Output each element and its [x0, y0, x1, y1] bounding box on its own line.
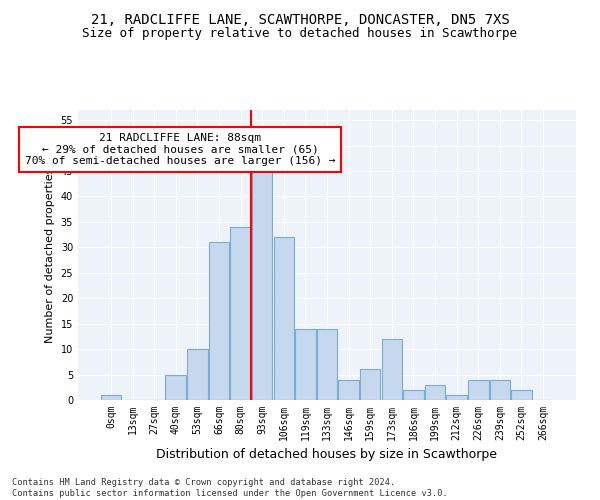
Bar [338, 380, 359, 400]
Bar [403, 390, 424, 400]
X-axis label: Distribution of detached houses by size in Scawthorpe: Distribution of detached houses by size … [157, 448, 497, 462]
Bar [230, 227, 251, 400]
Bar [360, 370, 380, 400]
Bar [425, 384, 445, 400]
Bar [252, 171, 272, 400]
Bar [101, 395, 121, 400]
Y-axis label: Number of detached properties: Number of detached properties [45, 168, 55, 342]
Bar [382, 339, 402, 400]
Bar [187, 349, 208, 400]
Bar [468, 380, 488, 400]
Text: 21, RADCLIFFE LANE, SCAWTHORPE, DONCASTER, DN5 7XS: 21, RADCLIFFE LANE, SCAWTHORPE, DONCASTE… [91, 12, 509, 26]
Bar [446, 395, 467, 400]
Bar [295, 329, 316, 400]
Bar [166, 374, 186, 400]
Bar [317, 329, 337, 400]
Text: Size of property relative to detached houses in Scawthorpe: Size of property relative to detached ho… [83, 28, 517, 40]
Text: Contains HM Land Registry data © Crown copyright and database right 2024.
Contai: Contains HM Land Registry data © Crown c… [12, 478, 448, 498]
Bar [274, 237, 294, 400]
Bar [490, 380, 510, 400]
Bar [209, 242, 229, 400]
Text: 21 RADCLIFFE LANE: 88sqm
← 29% of detached houses are smaller (65)
70% of semi-d: 21 RADCLIFFE LANE: 88sqm ← 29% of detach… [25, 133, 335, 166]
Bar [511, 390, 532, 400]
